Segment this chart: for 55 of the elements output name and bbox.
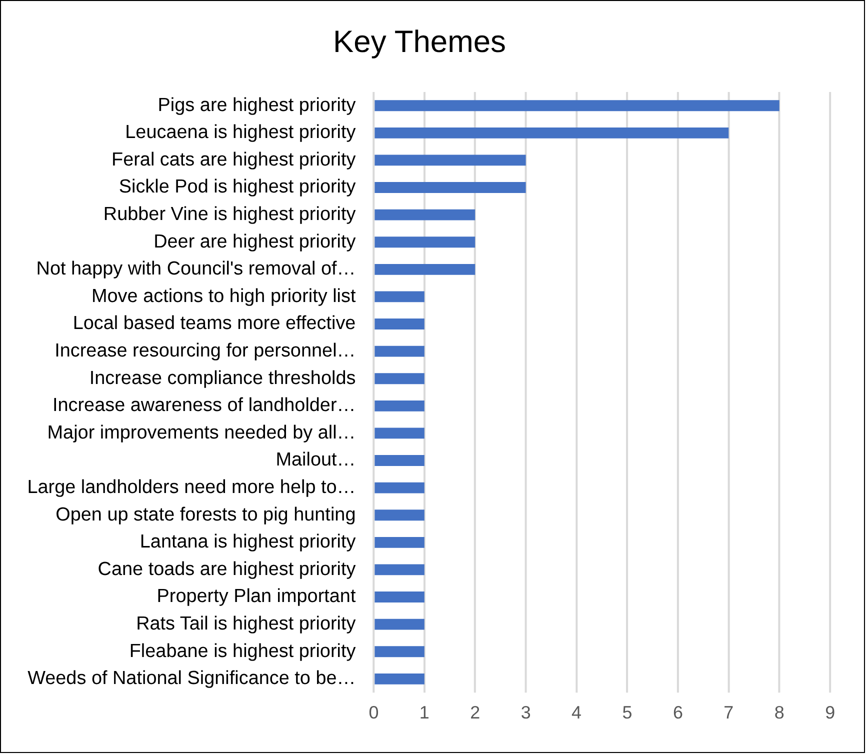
x-tick-label: 2 xyxy=(470,702,480,722)
x-tick-label: 6 xyxy=(672,702,683,722)
x-tick-label: 8 xyxy=(774,702,784,722)
bar xyxy=(374,455,424,466)
x-tick-label: 3 xyxy=(520,702,531,722)
bar xyxy=(374,209,476,220)
x-tick-label: 1 xyxy=(419,702,430,722)
y-tick-label: Feral cats are highest priority xyxy=(112,149,356,170)
y-tick-label: Lantana is highest priority xyxy=(140,532,356,553)
y-tick-label: Fleabane is highest priority xyxy=(129,640,356,662)
bar xyxy=(374,400,424,412)
bar xyxy=(374,318,424,330)
x-tick-label: 9 xyxy=(825,702,836,722)
bar xyxy=(374,154,526,166)
x-tick-label: 7 xyxy=(724,702,734,722)
y-tick-label: Mailout… xyxy=(276,450,356,471)
y-tick-label: Move actions to high priority list xyxy=(91,286,356,307)
y-tick-label: Leucaena is highest priority xyxy=(125,122,356,144)
bar xyxy=(374,182,526,193)
y-tick-label: Large landholders need more help to… xyxy=(27,477,356,498)
y-tick-label: Increase awareness of landholder… xyxy=(52,395,356,416)
y-tick-label: Weeds of National Significance to be… xyxy=(28,668,356,690)
bar xyxy=(374,373,424,384)
y-tick-label: Major improvements needed by all… xyxy=(47,422,356,444)
bar xyxy=(374,564,424,576)
bar xyxy=(374,100,780,112)
x-tick-label: 4 xyxy=(572,702,582,722)
bar xyxy=(374,482,424,494)
y-tick-label: Pigs are highest priority xyxy=(158,94,356,116)
y-tick-label: Cane toads are highest priority xyxy=(98,558,356,580)
bar xyxy=(374,291,424,302)
bar xyxy=(374,428,424,439)
bar xyxy=(374,536,424,548)
bar xyxy=(374,236,476,248)
y-tick-label: Sickle Pod is highest priority xyxy=(118,176,356,198)
bar xyxy=(374,510,424,521)
x-tick-label: 0 xyxy=(368,702,379,722)
y-tick-label: Rats Tail is highest priority xyxy=(136,614,356,635)
y-tick-label: Deer are highest priority xyxy=(154,231,356,252)
y-tick-label: Rubber Vine is highest priority xyxy=(103,204,356,226)
y-tick-label: Not happy with Council's removal of… xyxy=(36,258,356,280)
y-tick-label: Open up state forests to pig hunting xyxy=(56,504,356,526)
y-tick-label: Property Plan important xyxy=(156,586,356,608)
bar xyxy=(374,592,424,602)
y-tick-label: Local based teams more effective xyxy=(72,313,356,334)
y-tick-label: Increase resourcing for personnel… xyxy=(54,340,356,362)
bar xyxy=(374,264,476,275)
x-tick-label: 5 xyxy=(622,702,632,722)
chart-title: Key Themes xyxy=(333,24,506,60)
bar xyxy=(374,618,424,630)
bar xyxy=(374,646,424,658)
bar xyxy=(374,346,424,357)
bar xyxy=(374,127,729,138)
y-tick-label: Increase compliance thresholds xyxy=(89,368,356,389)
bar xyxy=(374,673,424,684)
